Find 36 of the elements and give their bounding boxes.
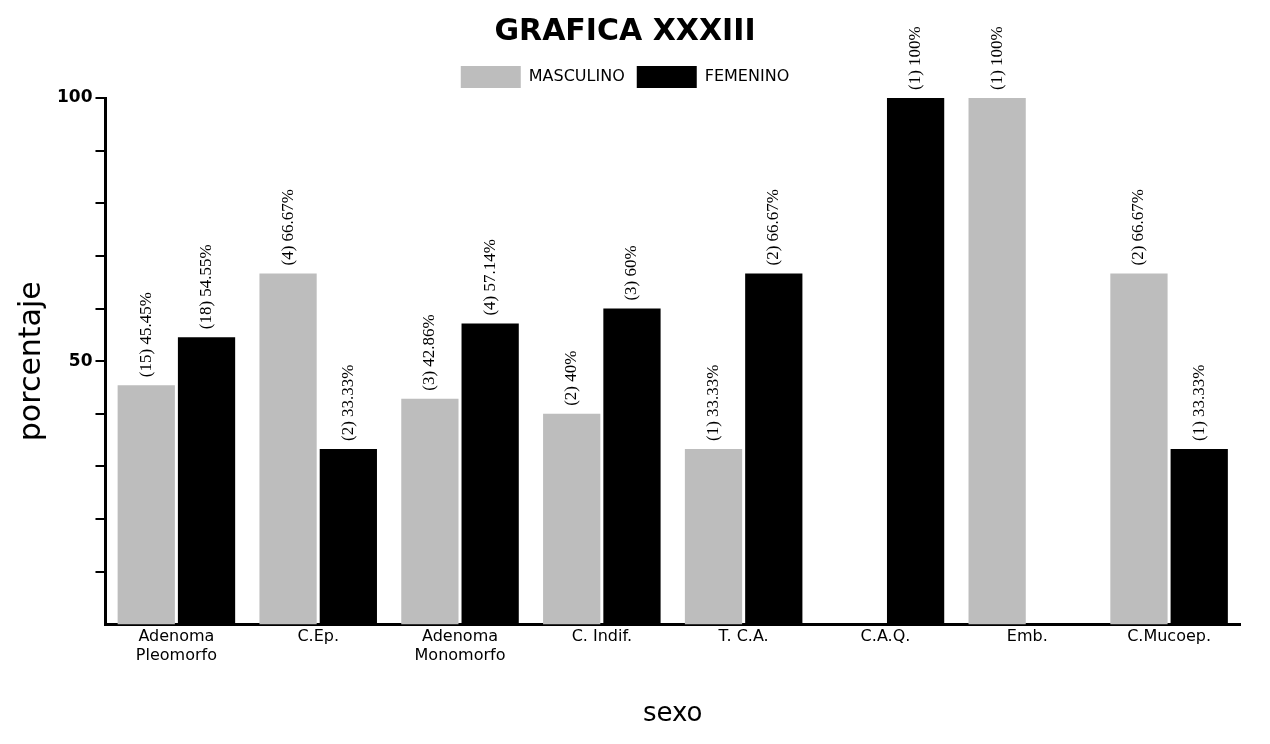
bar bbox=[117, 385, 175, 625]
data-label: (1) 33.33% bbox=[1188, 364, 1208, 441]
bar bbox=[543, 413, 601, 625]
data-label: (15) 45.45% bbox=[135, 292, 155, 378]
data-label: (3) 60% bbox=[621, 245, 641, 301]
data-label: (2) 66.67% bbox=[1128, 188, 1148, 266]
data-label: (1) 100% bbox=[905, 26, 925, 90]
x-tick-label: Adenoma Pleomorfo bbox=[135, 626, 217, 665]
legend-label: FEMENINO bbox=[704, 66, 790, 86]
data-label: (1) 100% bbox=[986, 26, 1006, 90]
data-label: (3) 42.86% bbox=[419, 314, 439, 391]
x-tick-label: C.Ep. bbox=[297, 626, 340, 646]
data-label: (18) 54.55% bbox=[196, 244, 215, 330]
data-label: (4) 66.67% bbox=[277, 188, 297, 266]
data-label: (2) 33.33% bbox=[337, 364, 357, 441]
data-label: (1) 33.33% bbox=[702, 364, 722, 441]
x-axis-title: sexo bbox=[642, 697, 703, 728]
x-tick-label: Adenoma Monomorfo bbox=[414, 626, 506, 665]
bar bbox=[684, 448, 743, 625]
data-label: (2) 40% bbox=[561, 350, 581, 406]
y-axis-title: porcentaje bbox=[11, 281, 47, 442]
bar bbox=[968, 98, 1026, 625]
x-tick-label: C. Indif. bbox=[571, 626, 633, 646]
x-tick-label: Emb. bbox=[1006, 626, 1048, 646]
chart-title: GRAFICA XXXIII bbox=[494, 11, 756, 47]
bar bbox=[259, 273, 317, 625]
data-label: (2) 66.67% bbox=[763, 188, 783, 266]
legend-label: MASCULINO bbox=[528, 66, 625, 86]
y-tick-label: 50 bbox=[68, 349, 93, 370]
y-tick-label: 100 bbox=[56, 86, 93, 107]
bar bbox=[401, 398, 459, 625]
data-label: (4) 57.14% bbox=[479, 239, 499, 316]
x-tick-label: C.A.Q. bbox=[860, 626, 911, 646]
x-tick-label: C.Mucoep. bbox=[1127, 626, 1212, 646]
x-tick-label: T. C.A. bbox=[717, 626, 769, 646]
bar bbox=[1110, 273, 1168, 625]
